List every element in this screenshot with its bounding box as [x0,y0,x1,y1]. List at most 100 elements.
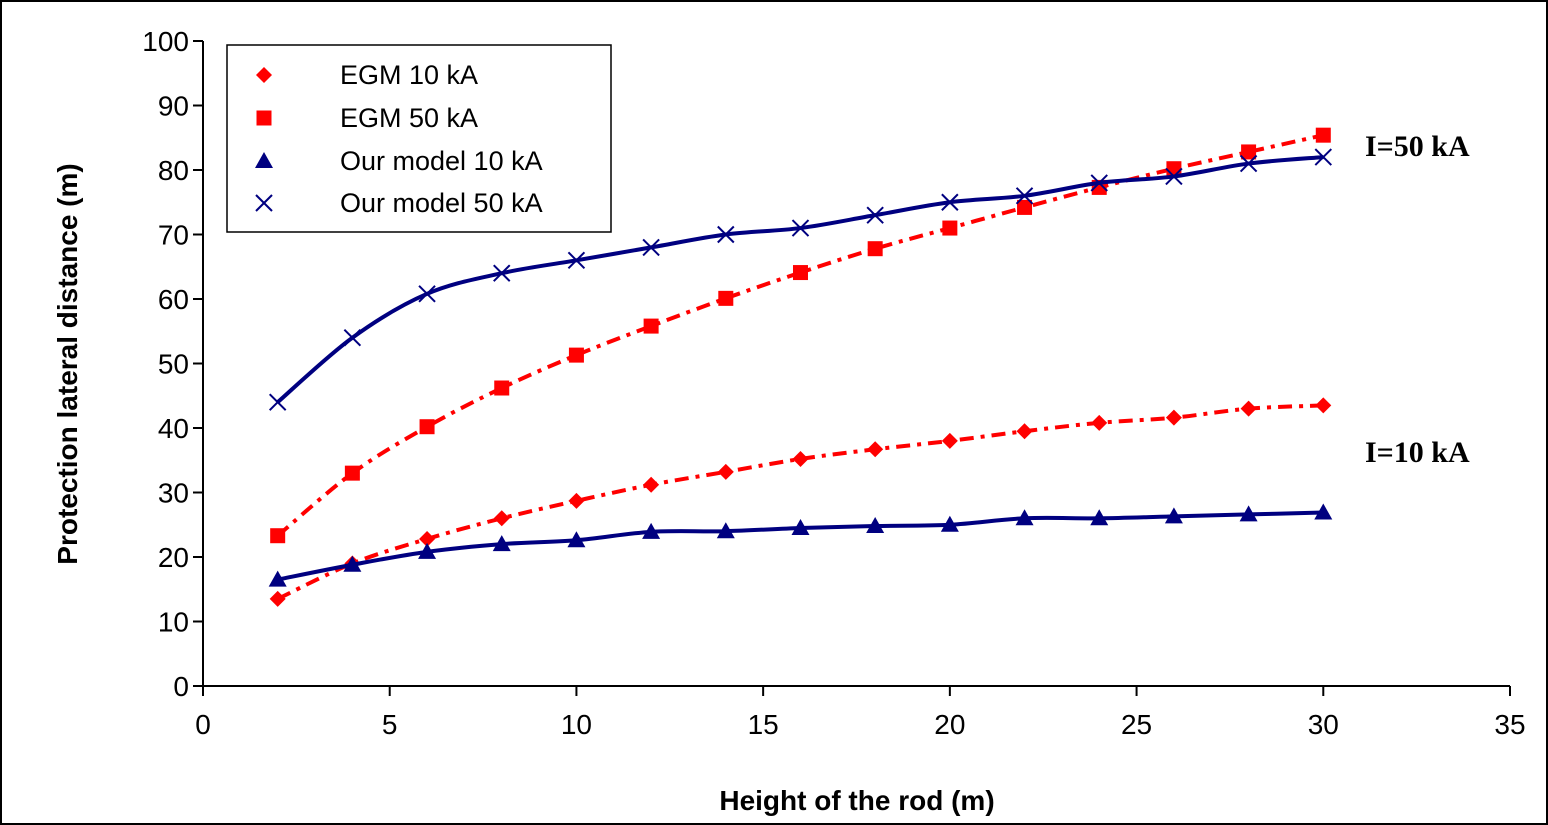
data-point [419,419,435,435]
data-point [642,522,661,539]
data-point [343,555,362,572]
data-point [1239,154,1258,173]
data-point [1240,400,1257,417]
data-point [792,265,808,281]
legend-marker [256,67,272,83]
data-point [343,328,362,347]
legend-marker [255,152,273,168]
x-axis-title: Height of the rod (m) [719,785,994,816]
data-point [941,432,958,449]
annotation-50ka: I=50 kA [1365,130,1470,163]
data-point [493,510,510,527]
x-marker-stroke [1015,187,1034,205]
x-tick-label: 0 [195,709,211,740]
x-tick-label: 5 [382,709,398,740]
legend-label-egm-50: EGM 50 kA [340,103,478,133]
data-point [1015,187,1034,205]
x-tick-label: 30 [1308,709,1339,740]
y-tick-label: 20 [158,542,189,573]
data-point [941,193,959,211]
series-line [276,133,1324,538]
axes: 0 10 20 30 40 50 60 70 80 90 100 0 5 10 15 20 25 30 35 [142,26,1525,740]
data-point [1315,397,1332,414]
series-1 [269,397,1332,607]
legend-marker [255,194,273,212]
x-marker-stroke [941,193,959,211]
x-tick-label: 20 [934,709,965,740]
data-point [268,570,287,587]
y-tick-label: 30 [158,478,189,509]
data-point [567,251,586,270]
y-axis-title: Protection lateral distance (m) [52,163,83,564]
x-marker-stroke [567,251,586,270]
x-marker-stroke [268,393,287,411]
data-point [791,219,810,237]
x-tick-label: 25 [1121,709,1152,740]
data-point [866,206,884,224]
y-tick-label: 50 [158,349,189,380]
data-point [492,535,511,552]
data-point [418,285,436,303]
y-tick-label: 90 [158,91,189,122]
y-tick-label: 60 [158,284,189,315]
data-point [717,463,734,480]
x-tick-label: 10 [561,709,592,740]
data-point [568,492,585,509]
x-tick-label: 35 [1494,709,1525,740]
data-point [1165,409,1182,426]
legend-label-model-10: Our model 10 kA [340,146,543,176]
series-layer [268,127,1333,607]
x-marker-stroke [1165,167,1183,186]
x-marker-stroke [717,225,735,244]
x-marker-stroke [1239,154,1258,173]
x-marker-stroke [1090,174,1108,192]
series-4 [268,148,1332,411]
x-marker-stroke [642,238,660,257]
data-point [942,220,958,236]
data-point [866,517,885,534]
y-tick-label: 80 [158,155,189,186]
data-point [418,542,437,559]
x-marker-stroke [791,219,810,237]
data-point [1241,144,1257,160]
data-point [867,441,884,458]
legend-box [226,44,612,233]
data-point [1315,127,1331,143]
legend-markers [255,67,273,212]
data-point [1165,167,1183,186]
x-marker-stroke [255,194,273,212]
data-point [568,347,584,363]
x-marker-stroke [418,285,436,303]
legend: EGM 10 kA EGM 50 kA Our model 10 kA Our … [226,44,612,233]
data-point [493,264,511,282]
x-marker-stroke [493,264,511,282]
data-point [1164,507,1183,524]
x-marker-stroke [866,206,884,224]
data-point [1314,148,1332,166]
x-marker-stroke [343,328,362,347]
legend-label-egm-10: EGM 10 kA [340,60,478,90]
legend-label-model-50: Our model 50 kA [340,188,543,218]
data-point [1090,509,1109,526]
y-tick-label: 40 [158,413,189,444]
data-point [419,530,436,547]
data-point [1314,503,1333,520]
data-point [567,531,586,548]
data-point [1091,414,1108,431]
data-point [717,225,735,244]
data-point [1090,174,1108,192]
data-point [1239,505,1258,522]
data-point [940,515,959,532]
legend-marker [256,110,272,126]
x-tick-label: 15 [748,709,779,740]
x-marker-stroke [1314,148,1332,166]
data-point [792,450,809,467]
data-point [1017,199,1033,215]
data-point [716,522,735,539]
data-point [643,318,659,334]
y-tick-label: 70 [158,220,189,251]
data-point [867,241,883,257]
data-point [1016,423,1033,440]
